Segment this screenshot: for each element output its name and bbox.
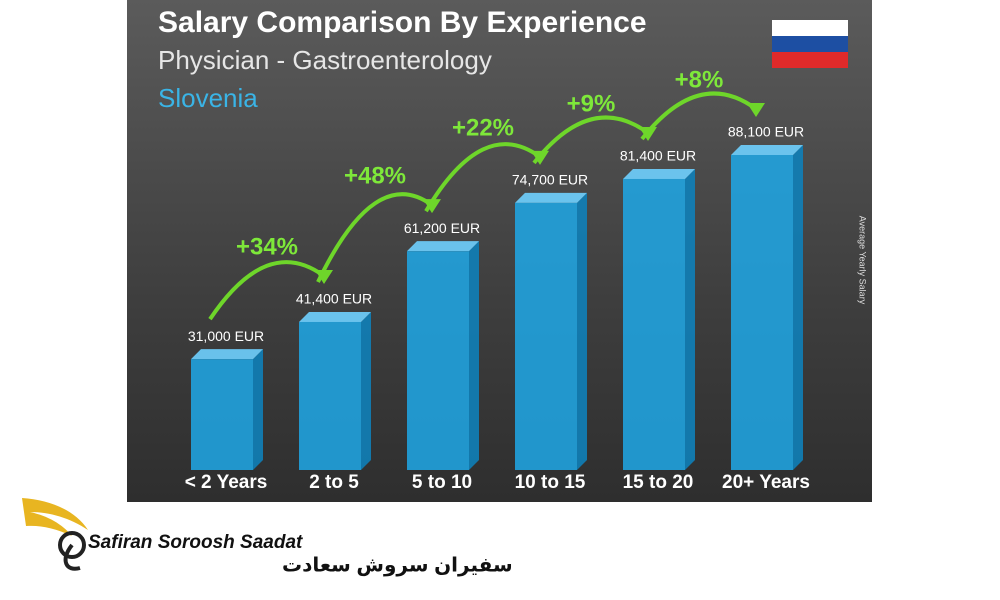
x-tick-label: 2 to 5 bbox=[309, 472, 359, 493]
bar-top bbox=[731, 145, 803, 155]
region: Slovenia bbox=[158, 83, 258, 113]
growth-arrowhead bbox=[747, 103, 765, 117]
bar-top bbox=[191, 349, 263, 360]
value-label: 41,400 EUR bbox=[296, 291, 372, 307]
x-tick-label: 15 to 20 bbox=[623, 472, 694, 493]
growth-arrow bbox=[316, 192, 434, 283]
x-tick-label: 20+ Years bbox=[722, 472, 810, 493]
growth-arrow bbox=[532, 115, 650, 165]
bar bbox=[407, 251, 469, 470]
bar-side bbox=[469, 241, 479, 470]
growth-arrow bbox=[208, 260, 326, 321]
bar-side bbox=[793, 145, 803, 470]
growth-arrow bbox=[424, 142, 542, 213]
bar-side bbox=[685, 168, 695, 470]
growth-label: +9% bbox=[567, 90, 616, 117]
bar bbox=[299, 321, 361, 470]
x-tick-label: < 2 Years bbox=[185, 472, 268, 493]
value-label: 31,000 EUR bbox=[188, 328, 264, 344]
bar-top bbox=[515, 192, 587, 203]
logo-name-en: Safiran Soroosh Saadat bbox=[88, 532, 303, 553]
bar-top bbox=[407, 241, 479, 252]
growth-arrow bbox=[640, 91, 758, 141]
value-label: 61,200 EUR bbox=[404, 220, 480, 236]
value-label: 74,700 EUR bbox=[512, 172, 588, 188]
x-tick-label: 5 to 10 bbox=[412, 472, 472, 493]
growth-arrowhead bbox=[423, 199, 441, 214]
value-label: 88,100 EUR bbox=[728, 124, 804, 140]
bar bbox=[191, 359, 253, 470]
bar bbox=[731, 155, 793, 470]
bar bbox=[623, 178, 685, 470]
logo bbox=[22, 498, 88, 571]
bar-side bbox=[253, 349, 263, 470]
logo-name-fa: سفیران سروش سعادت bbox=[282, 554, 513, 576]
x-tick-label: 10 to 15 bbox=[515, 472, 586, 493]
bar bbox=[515, 202, 577, 470]
chart-subtitle: Physician - Gastroenterology bbox=[158, 45, 492, 75]
chart-title: Salary Comparison By Experience bbox=[158, 6, 647, 39]
value-label: 81,400 EUR bbox=[620, 148, 696, 164]
growth-label: +22% bbox=[452, 114, 514, 141]
growth-label: +8% bbox=[675, 66, 724, 93]
growth-label: +34% bbox=[236, 233, 298, 260]
flag bbox=[772, 20, 848, 68]
growth-label: +48% bbox=[344, 163, 406, 190]
growth-arrowhead bbox=[315, 269, 333, 284]
bar-top bbox=[299, 311, 371, 322]
bar-top bbox=[623, 168, 695, 179]
bar-side bbox=[577, 192, 587, 470]
bar-side bbox=[361, 311, 371, 470]
y-axis-label: Average Yearly Salary bbox=[858, 216, 868, 305]
